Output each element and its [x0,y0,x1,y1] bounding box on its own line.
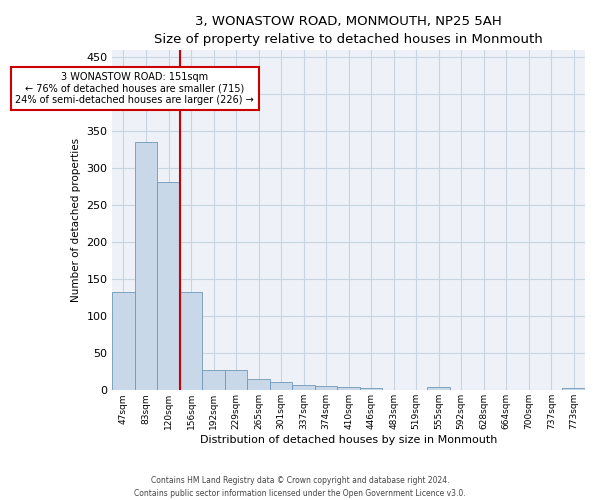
Bar [292,385,315,390]
Bar [112,292,135,390]
Y-axis label: Number of detached properties: Number of detached properties [71,138,80,302]
Text: 3 WONASTOW ROAD: 151sqm
← 76% of detached houses are smaller (715)
24% of semi-d: 3 WONASTOW ROAD: 151sqm ← 76% of detache… [16,72,254,106]
Bar [247,379,270,390]
Bar [202,370,225,390]
Bar [270,382,292,390]
Title: 3, WONASTOW ROAD, MONMOUTH, NP25 5AH
Size of property relative to detached house: 3, WONASTOW ROAD, MONMOUTH, NP25 5AH Siz… [154,15,543,46]
Bar [337,386,360,390]
Bar [180,292,202,390]
Bar [360,388,382,390]
Bar [135,142,157,390]
X-axis label: Distribution of detached houses by size in Monmouth: Distribution of detached houses by size … [200,435,497,445]
Bar [427,388,450,390]
Bar [562,388,585,390]
Bar [157,182,180,390]
Text: Contains HM Land Registry data © Crown copyright and database right 2024.
Contai: Contains HM Land Registry data © Crown c… [134,476,466,498]
Bar [315,386,337,390]
Bar [225,370,247,390]
